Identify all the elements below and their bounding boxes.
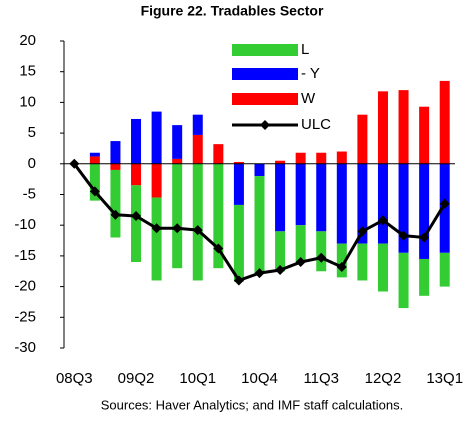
bar [316,231,327,272]
y-tick-label: -25 [14,308,36,325]
bar [398,252,409,309]
bar [213,144,224,164]
bar [151,163,162,198]
marker [419,232,430,243]
bar [419,106,430,164]
marker [439,198,450,209]
marker [398,230,409,241]
bar [110,169,121,238]
bar [131,163,142,186]
bar [110,163,121,170]
bar [419,163,430,259]
marker [233,275,244,286]
bar [151,197,162,281]
y-tick-label: 0 [28,155,36,172]
bar [151,111,162,164]
x-tick-label: 11Q3 [303,370,339,387]
y-tick-label: 10 [19,93,36,110]
legend-label: L [301,41,309,58]
bar [357,243,368,281]
legend-label: W [301,90,316,107]
source-note: Sources: Haver Analytics; and IMF staff … [101,397,404,412]
bar [295,225,306,263]
bar [357,163,368,244]
bar [192,114,203,135]
marker [295,257,306,268]
bar [316,163,327,232]
bar [275,163,286,232]
bar [398,163,409,253]
bar [89,163,100,201]
legend-swatch [232,44,298,56]
x-tick-label: 12Q2 [365,370,402,387]
legend-swatch [232,93,298,105]
marker [172,223,183,234]
bar [316,152,327,164]
y-tick-label: 20 [19,32,36,49]
bar [89,152,100,157]
bar [377,163,388,244]
bar [377,243,388,292]
bar [233,161,244,164]
marker [192,225,203,236]
marker [316,252,327,263]
bar [131,118,142,164]
x-tick-label: 09Q2 [118,370,155,387]
bar [192,134,203,164]
bar [213,163,224,269]
y-tick-label: -10 [14,216,36,233]
marker [131,210,142,221]
bar [110,141,121,164]
legend-swatch [260,120,270,130]
bar [254,176,265,274]
chart-title: Figure 22. Tradables Sector [141,3,324,19]
bar [172,125,183,159]
marker [254,268,265,279]
bar [336,243,347,278]
marker [110,209,121,220]
bar [131,185,142,263]
bar [233,163,244,205]
bar [439,80,450,164]
bar [172,158,183,164]
bar [172,163,183,269]
y-tick-label: -20 [14,278,36,295]
y-tick-label: -30 [14,339,36,356]
marker [377,215,388,226]
bar [233,204,244,282]
legend-label: - Y [301,65,320,82]
marker [275,265,286,276]
legend-swatch [232,68,298,80]
bar [398,90,409,164]
x-tick-label: 10Q4 [241,370,278,387]
bar [192,163,203,281]
bar [89,156,100,164]
legend-label: ULC [301,116,331,133]
bar [275,160,286,164]
bar [295,152,306,164]
marker [213,243,224,254]
x-tick-label: 10Q1 [179,370,216,387]
y-tick-label: 15 [19,63,36,80]
bar [275,231,286,272]
bar [419,258,430,296]
bar [377,91,388,164]
bar [357,114,368,164]
bar [336,163,347,244]
marker [69,158,80,169]
x-tick-label: 08Q3 [56,370,93,387]
y-tick-label: -15 [14,247,36,264]
bar [295,163,306,226]
marker [89,186,100,197]
marker [151,223,162,234]
bar [439,252,450,287]
marker [336,261,347,272]
x-tick-label: 13Q1 [426,370,463,387]
y-tick-label: 5 [28,124,36,141]
marker [357,226,368,237]
bar [336,151,347,164]
y-tick-label: -5 [23,185,36,202]
bar [254,163,265,177]
